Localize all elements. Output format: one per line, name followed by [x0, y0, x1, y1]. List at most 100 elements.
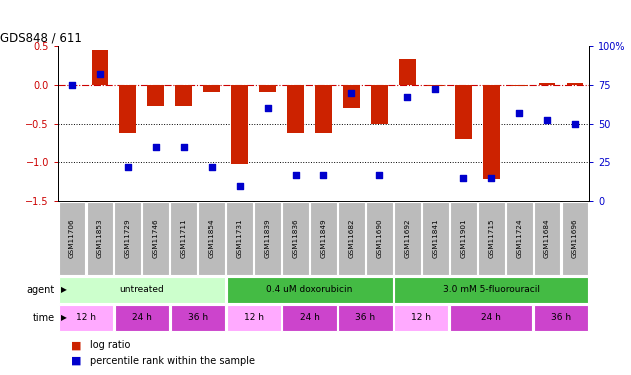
Text: 12 h: 12 h	[244, 314, 264, 322]
FancyBboxPatch shape	[227, 202, 253, 275]
Point	[542, 117, 552, 123]
Text: 24 h: 24 h	[300, 314, 319, 322]
Text: GSM11836: GSM11836	[293, 219, 298, 258]
Text: GSM11711: GSM11711	[180, 219, 187, 258]
Point	[123, 164, 133, 170]
Point	[570, 120, 580, 126]
Bar	[510, 85, 528, 86]
FancyBboxPatch shape	[422, 202, 449, 275]
Bar	[371, 85, 388, 123]
Text: GSM11729: GSM11729	[125, 219, 131, 258]
Point	[95, 71, 105, 77]
FancyBboxPatch shape	[505, 202, 533, 275]
Text: 24 h: 24 h	[481, 314, 501, 322]
Text: ■: ■	[71, 340, 81, 350]
FancyBboxPatch shape	[254, 202, 281, 275]
Text: GSM11901: GSM11901	[460, 219, 466, 258]
Text: 36 h: 36 h	[551, 314, 571, 322]
FancyBboxPatch shape	[170, 305, 225, 331]
Point	[67, 82, 77, 88]
Text: 24 h: 24 h	[132, 314, 152, 322]
Bar	[343, 85, 360, 108]
Text: GSM11692: GSM11692	[404, 219, 410, 258]
FancyBboxPatch shape	[534, 305, 588, 331]
FancyBboxPatch shape	[114, 202, 141, 275]
Text: ■: ■	[71, 356, 81, 366]
FancyBboxPatch shape	[394, 305, 449, 331]
FancyBboxPatch shape	[59, 277, 225, 303]
Point	[430, 86, 440, 92]
Point	[235, 183, 245, 189]
Point	[486, 175, 496, 181]
Text: time: time	[33, 313, 55, 323]
FancyBboxPatch shape	[59, 202, 85, 275]
Point	[290, 172, 300, 178]
Bar	[287, 85, 304, 133]
FancyBboxPatch shape	[562, 202, 589, 275]
FancyBboxPatch shape	[394, 202, 421, 275]
Text: GSM11854: GSM11854	[209, 219, 215, 258]
Bar	[232, 85, 248, 164]
FancyBboxPatch shape	[338, 305, 392, 331]
Bar	[455, 85, 471, 139]
FancyBboxPatch shape	[450, 202, 476, 275]
Text: GSM11839: GSM11839	[264, 219, 271, 258]
FancyBboxPatch shape	[478, 202, 505, 275]
Text: ▶: ▶	[61, 314, 67, 322]
FancyBboxPatch shape	[394, 277, 588, 303]
Text: GSM11746: GSM11746	[153, 219, 159, 258]
FancyBboxPatch shape	[338, 202, 365, 275]
Point	[179, 144, 189, 150]
FancyBboxPatch shape	[534, 202, 560, 275]
Text: GSM11724: GSM11724	[516, 219, 522, 258]
Text: GSM11849: GSM11849	[321, 219, 326, 258]
Bar	[539, 83, 555, 85]
Point	[514, 110, 524, 116]
Bar	[427, 85, 444, 86]
FancyBboxPatch shape	[227, 305, 281, 331]
Point	[319, 172, 329, 178]
Point	[207, 164, 217, 170]
Text: GSM11690: GSM11690	[377, 219, 382, 258]
Text: percentile rank within the sample: percentile rank within the sample	[90, 356, 254, 366]
Text: GSM11715: GSM11715	[488, 219, 494, 258]
Text: log ratio: log ratio	[90, 340, 130, 350]
Text: GDS848 / 611: GDS848 / 611	[0, 32, 82, 45]
Bar	[91, 50, 109, 85]
Bar	[399, 59, 416, 85]
Bar	[203, 85, 220, 92]
FancyBboxPatch shape	[310, 202, 337, 275]
Text: GSM11853: GSM11853	[97, 219, 103, 258]
Text: 0.4 uM doxorubicin: 0.4 uM doxorubicin	[266, 285, 353, 294]
Text: 3.0 mM 5-fluorouracil: 3.0 mM 5-fluorouracil	[443, 285, 540, 294]
FancyBboxPatch shape	[170, 202, 197, 275]
FancyBboxPatch shape	[366, 202, 393, 275]
Text: untreated: untreated	[119, 285, 164, 294]
Text: GSM11682: GSM11682	[348, 219, 355, 258]
Text: 12 h: 12 h	[76, 314, 96, 322]
Text: ▶: ▶	[61, 285, 67, 294]
FancyBboxPatch shape	[115, 305, 169, 331]
Text: GSM11684: GSM11684	[544, 219, 550, 258]
FancyBboxPatch shape	[450, 305, 533, 331]
Text: GSM11696: GSM11696	[572, 219, 578, 258]
FancyBboxPatch shape	[59, 305, 113, 331]
Bar	[175, 85, 192, 106]
Bar	[119, 85, 136, 133]
Text: 36 h: 36 h	[355, 314, 375, 322]
Point	[458, 175, 468, 181]
Text: 36 h: 36 h	[187, 314, 208, 322]
Text: 12 h: 12 h	[411, 314, 432, 322]
FancyBboxPatch shape	[282, 202, 309, 275]
Point	[262, 105, 273, 111]
Bar	[567, 83, 584, 85]
Bar	[148, 85, 164, 106]
FancyBboxPatch shape	[86, 202, 114, 275]
FancyBboxPatch shape	[283, 305, 336, 331]
Point	[374, 172, 384, 178]
Point	[346, 90, 357, 96]
Bar	[259, 85, 276, 92]
Text: agent: agent	[27, 285, 55, 295]
Bar	[483, 85, 500, 179]
FancyBboxPatch shape	[227, 277, 392, 303]
